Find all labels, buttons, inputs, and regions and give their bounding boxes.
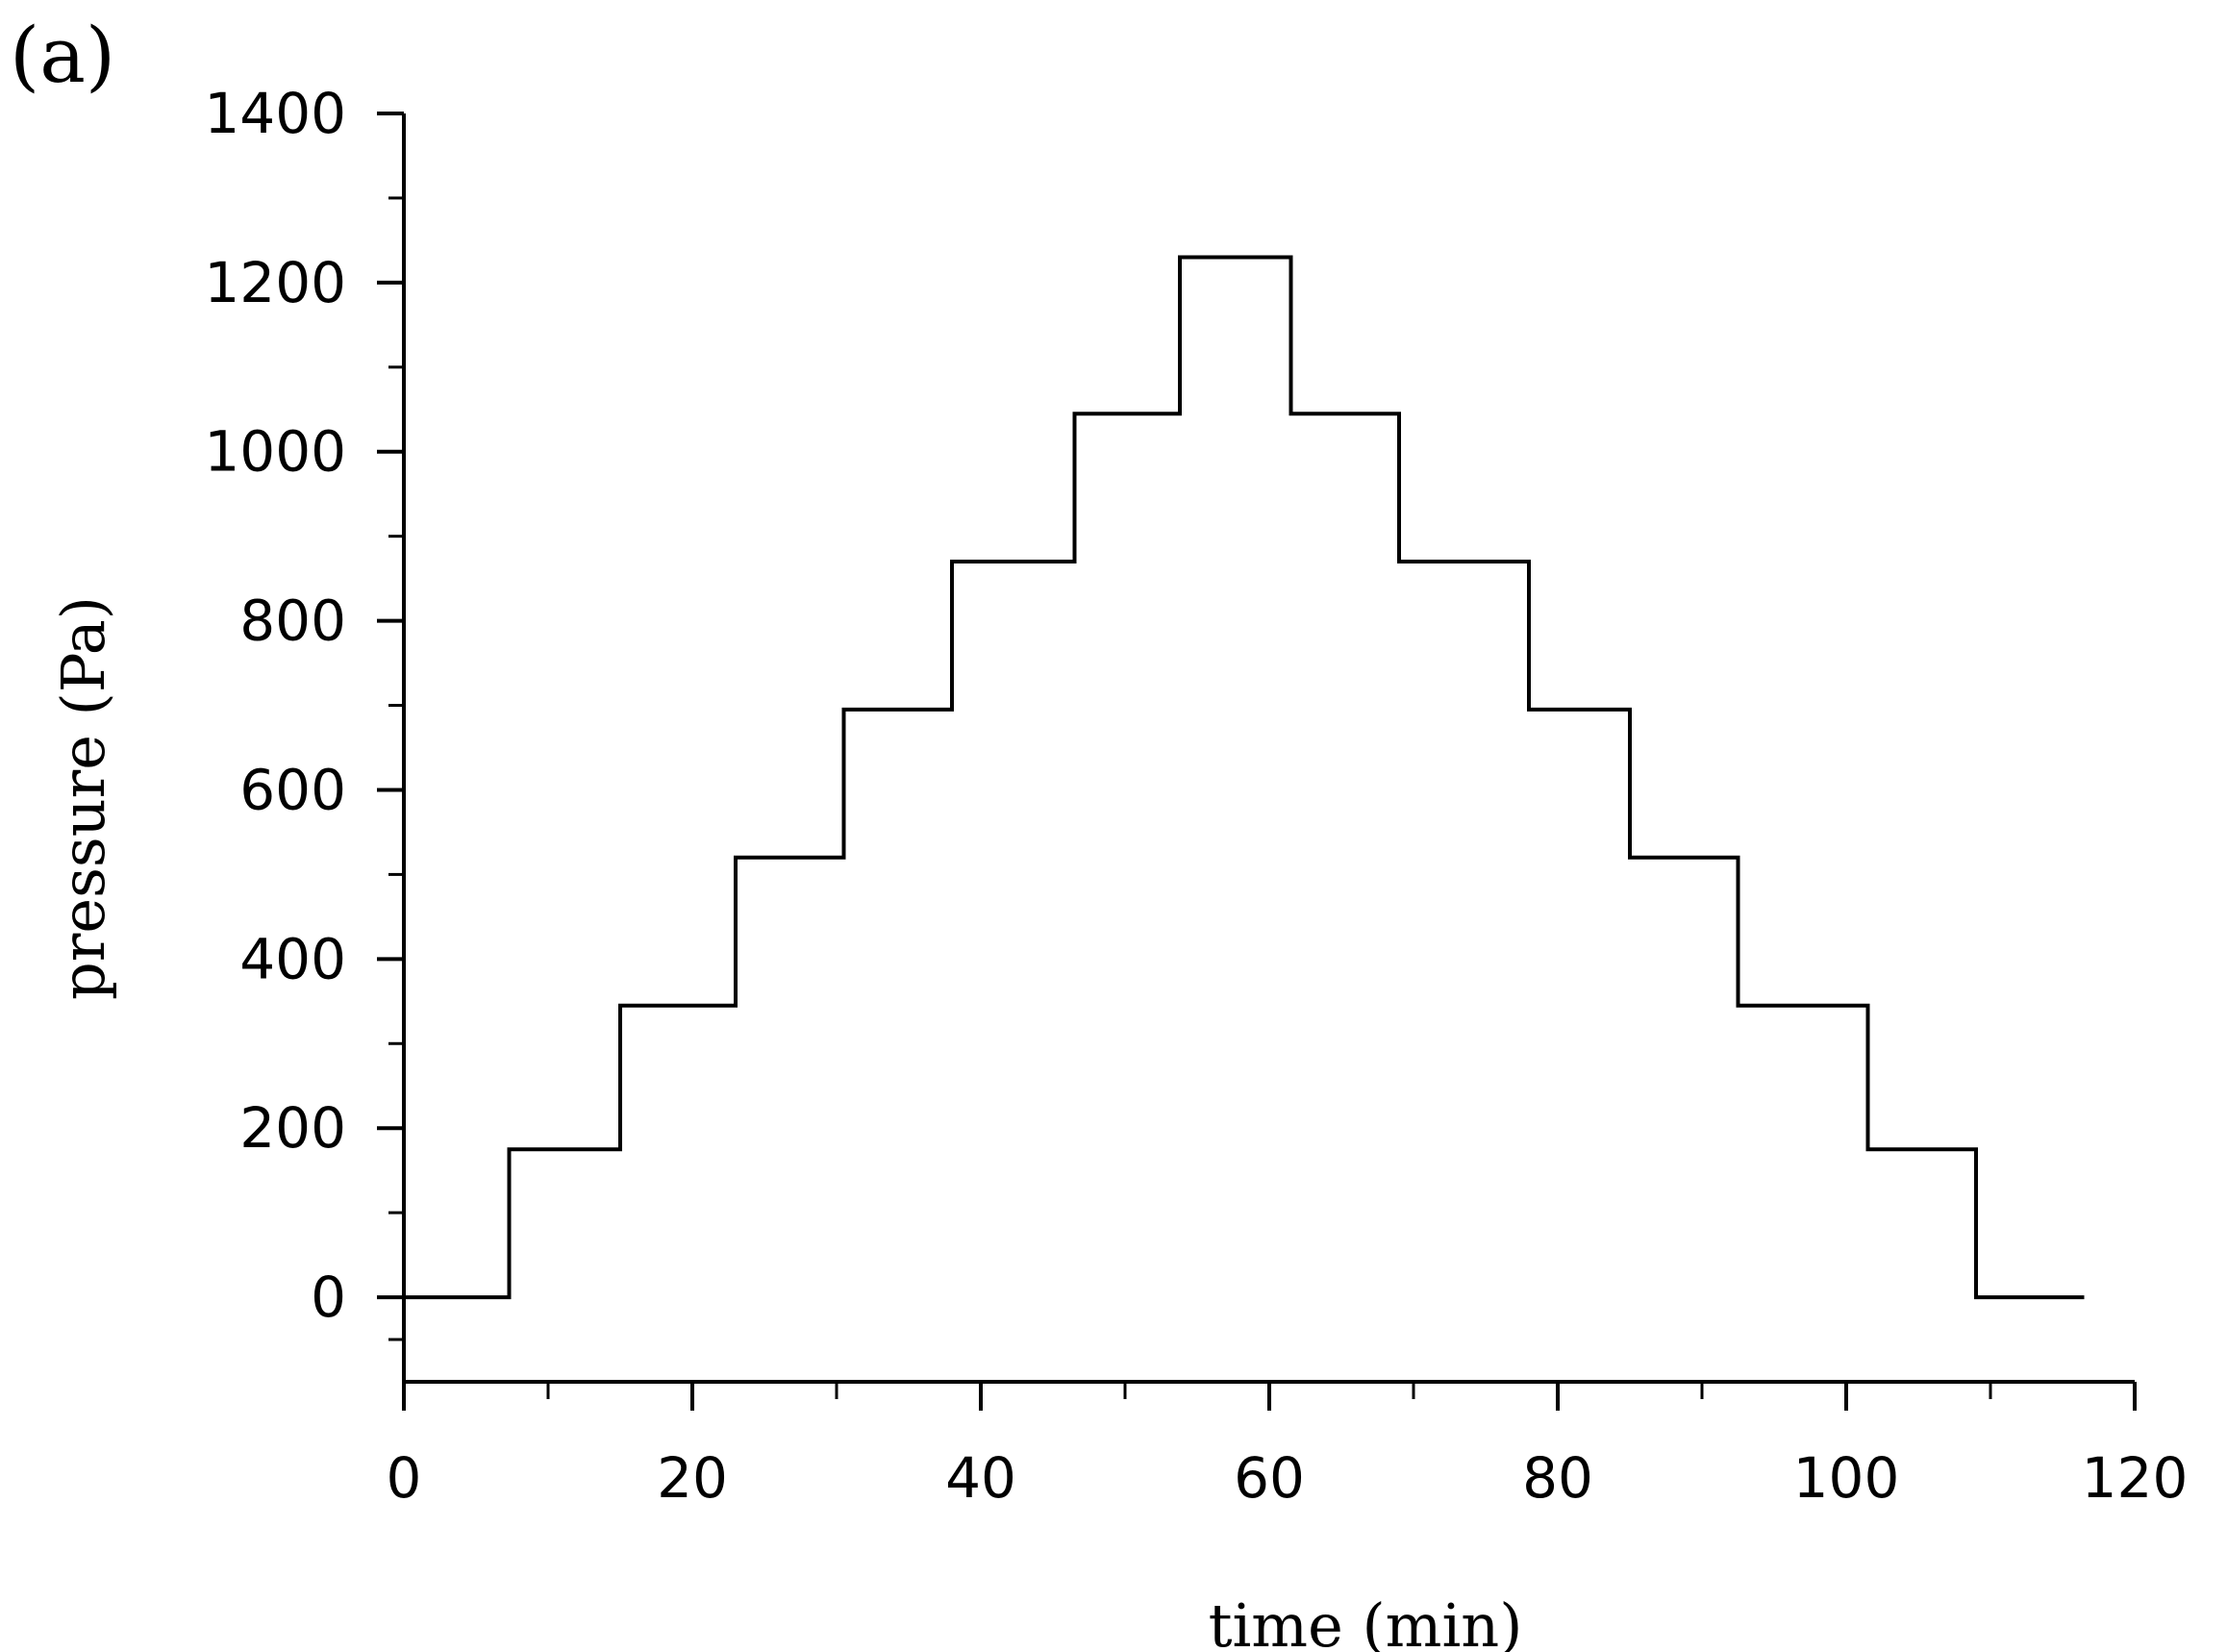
x-tick-label: 80 [1522,1445,1593,1511]
x-axis-title: time (min) [1209,1590,1523,1652]
y-tick-label: 1200 [204,250,346,315]
x-tick-label: 0 [387,1445,422,1511]
y-tick-label: 0 [311,1264,346,1330]
y-tick-label: 200 [239,1095,346,1161]
x-tick-label: 60 [1234,1445,1305,1511]
y-tick-label: 400 [239,926,346,991]
panel-label: (a) [10,11,115,100]
y-tick-label: 600 [239,757,346,822]
x-tick-label: 40 [945,1445,1016,1511]
x-tick-label: 100 [1793,1445,1900,1511]
x-tick-label: 120 [2082,1445,2189,1511]
y-tick-label: 1400 [204,81,346,146]
x-tick-label: 20 [657,1445,728,1511]
series-line [404,255,2085,1300]
y-axis-title: pressure (Pa) [48,596,118,1000]
axes [402,113,2135,1384]
y-tick-label: 1000 [204,419,346,485]
y-tick-label: 800 [239,588,346,654]
ticks [377,112,2137,1411]
